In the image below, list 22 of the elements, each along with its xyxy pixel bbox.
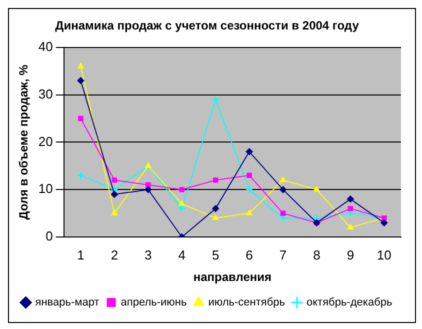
y-tick-label: 40 xyxy=(38,38,53,54)
x-axis-title: направления xyxy=(193,270,272,284)
x-tick-label: 6 xyxy=(246,247,253,262)
x-tick-label: 9 xyxy=(346,247,354,262)
legend-label: январь-март xyxy=(35,296,100,309)
legend-label: июль-сентябрь xyxy=(208,296,286,309)
x-tick-label: 4 xyxy=(178,247,186,262)
x-tick-label: 5 xyxy=(212,247,220,262)
legend-label: апрель-июнь xyxy=(120,296,187,309)
legend-label: октябрь-декабрь xyxy=(306,296,392,309)
y-tick-label: 20 xyxy=(38,134,53,149)
y-tick-label: 30 xyxy=(38,86,53,102)
y-tick-label: 0 xyxy=(46,228,53,244)
chart-title: Динамика продаж с учетом сезонности в 2004 году xyxy=(55,18,360,33)
y-tick-label: 10 xyxy=(38,181,53,196)
x-tick-label: 2 xyxy=(110,247,118,262)
y-axis-title: Доля в объеме продаж, % xyxy=(16,64,31,220)
x-tick-label: 3 xyxy=(144,247,152,262)
x-tick-label: 7 xyxy=(279,247,287,262)
x-tick-label: 10 xyxy=(376,247,392,262)
x-tick-label: 1 xyxy=(77,247,84,262)
x-tick-label: 8 xyxy=(313,247,320,262)
